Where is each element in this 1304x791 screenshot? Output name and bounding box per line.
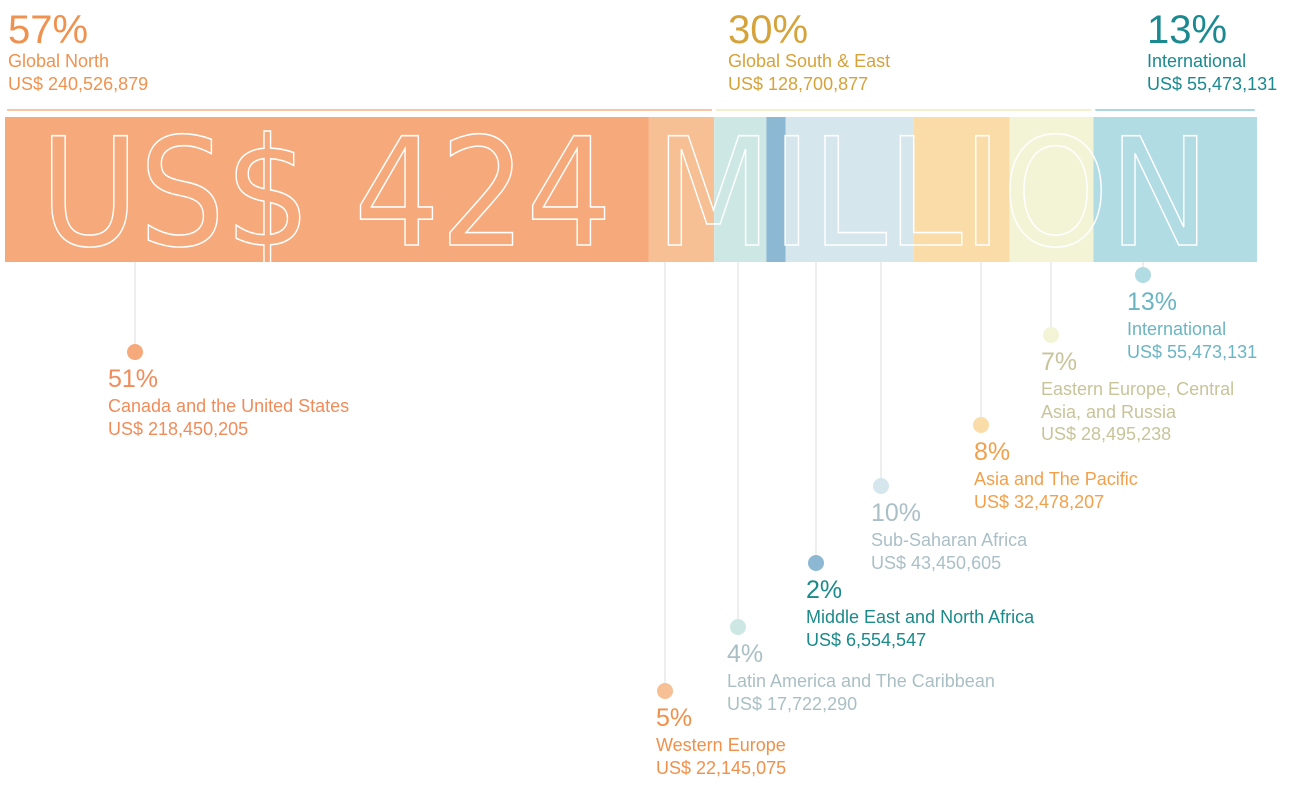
group-amount: US$ 55,473,131	[1147, 73, 1278, 94]
segment	[766, 117, 786, 262]
dot	[973, 417, 989, 433]
group-percent: 30%	[728, 8, 809, 52]
region-name: Asia and The Pacific	[974, 469, 1138, 490]
title: US$ 424 MILLION	[40, 107, 1210, 281]
region-name: Latin America and The Caribbean	[727, 671, 995, 692]
region-percent: 10%	[871, 499, 922, 527]
group-amount: US$ 128,700,877	[728, 73, 869, 94]
region-percent: 4%	[727, 640, 764, 668]
region-label: 10% Sub-Saharan Africa US$ 43,450,605	[871, 498, 1027, 574]
dot	[1043, 327, 1059, 343]
region-label: 7% Eastern Europe, Central Asia, and Russ…	[1041, 347, 1261, 446]
group-amount: US$ 240,526,879	[8, 73, 149, 94]
region-percent: 7%	[1041, 348, 1078, 376]
region-label: 5% Western Europe US$ 22,145,075	[656, 703, 786, 779]
region-name: Canada and the United States	[108, 396, 350, 417]
region-name: International	[1127, 319, 1227, 340]
segment	[785, 117, 914, 262]
region-label: 51% Canada and the United States US$ 218,4…	[108, 364, 349, 440]
segment	[1093, 117, 1257, 262]
dot	[127, 344, 143, 360]
region-percent: 2%	[806, 576, 843, 604]
group-label: 57% Global North US$ 240,526,879	[8, 10, 148, 95]
region-amount: US$ 17,722,290	[727, 693, 858, 714]
segment	[5, 117, 649, 262]
region-label: 13% International US$ 55,473,131	[1127, 287, 1257, 363]
dot	[873, 478, 889, 494]
region-amount: US$ 6,554,547	[806, 629, 927, 650]
group-percent: 57%	[8, 8, 89, 52]
group-name: Global South & East	[728, 51, 891, 71]
group-label: 13% International US$ 55,473,131	[1147, 10, 1277, 95]
region-name: Sub-Saharan Africa	[871, 530, 1028, 551]
segment	[913, 117, 1010, 262]
region-amount: US$ 43,450,605	[871, 552, 1002, 573]
region-label: 8% Asia and The Pacific US$ 32,478,207	[974, 437, 1138, 513]
region-amount: US$ 28,495,238	[1041, 424, 1172, 445]
region-name: Western Europe	[656, 735, 786, 756]
group-name: Global North	[8, 51, 110, 71]
region-percent: 8%	[974, 438, 1011, 466]
dot	[1135, 267, 1151, 283]
dot	[657, 683, 673, 699]
region-name: Eastern Europe, Central Asia, and Russia	[1041, 379, 1235, 422]
region-amount: US$ 22,145,075	[656, 757, 787, 778]
group-percent: 13%	[1147, 8, 1228, 52]
region-percent: 13%	[1127, 288, 1178, 316]
segment	[1009, 117, 1094, 262]
region-amount: US$ 218,450,205	[108, 418, 249, 439]
group-label: 30% Global South & East US$ 128,700,877	[728, 10, 890, 95]
segment	[648, 117, 715, 262]
region-amount: US$ 32,478,207	[974, 491, 1105, 512]
group-name: International	[1147, 51, 1247, 71]
segment	[714, 117, 767, 262]
region-amount: US$ 55,473,131	[1127, 341, 1258, 362]
dot	[808, 555, 824, 571]
region-percent: 5%	[656, 704, 693, 732]
region-label: 2% Middle East and North Africa US$ 6,554,…	[806, 575, 1034, 651]
region-name: Middle East and North Africa	[806, 607, 1035, 628]
region-label: 4% Latin America and The Caribbean US$ 17,…	[727, 639, 995, 715]
region-percent: 51%	[108, 365, 159, 393]
dot	[730, 619, 746, 635]
